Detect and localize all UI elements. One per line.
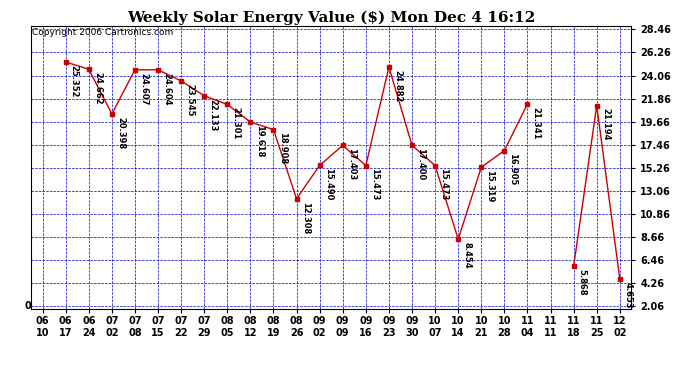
Text: 23.545: 23.545 — [186, 84, 195, 116]
Title: Weekly Solar Energy Value ($) Mon Dec 4 16:12: Weekly Solar Energy Value ($) Mon Dec 4 … — [127, 11, 535, 25]
Text: 18.908: 18.908 — [277, 132, 286, 165]
Text: 25.352: 25.352 — [70, 65, 79, 97]
Text: 21.341: 21.341 — [531, 107, 541, 140]
Text: 15.490: 15.490 — [324, 168, 333, 201]
Text: 4.653: 4.653 — [624, 282, 633, 309]
Text: 15.473: 15.473 — [370, 168, 379, 201]
Text: 8.454: 8.454 — [462, 242, 471, 268]
Text: 16.905: 16.905 — [509, 153, 518, 186]
Text: 21.194: 21.194 — [601, 108, 610, 141]
Text: 22.133: 22.133 — [208, 99, 217, 131]
Text: Copyright 2006 Cartronics.com: Copyright 2006 Cartronics.com — [32, 28, 173, 37]
Text: 19.618: 19.618 — [255, 125, 264, 157]
Text: 24.882: 24.882 — [393, 70, 402, 102]
Text: 0: 0 — [24, 301, 31, 311]
Text: 15.473: 15.473 — [440, 168, 449, 201]
Text: 24.662: 24.662 — [93, 72, 102, 105]
Text: 17.403: 17.403 — [347, 148, 356, 180]
Text: 20.398: 20.398 — [116, 117, 125, 149]
Text: 21.301: 21.301 — [231, 107, 241, 140]
Text: 17.400: 17.400 — [416, 148, 425, 180]
Text: 5.868: 5.868 — [578, 269, 586, 296]
Text: 12.308: 12.308 — [301, 201, 310, 234]
Text: 24.604: 24.604 — [162, 73, 171, 105]
Text: 15.319: 15.319 — [486, 170, 495, 202]
Text: 24.607: 24.607 — [139, 73, 148, 105]
